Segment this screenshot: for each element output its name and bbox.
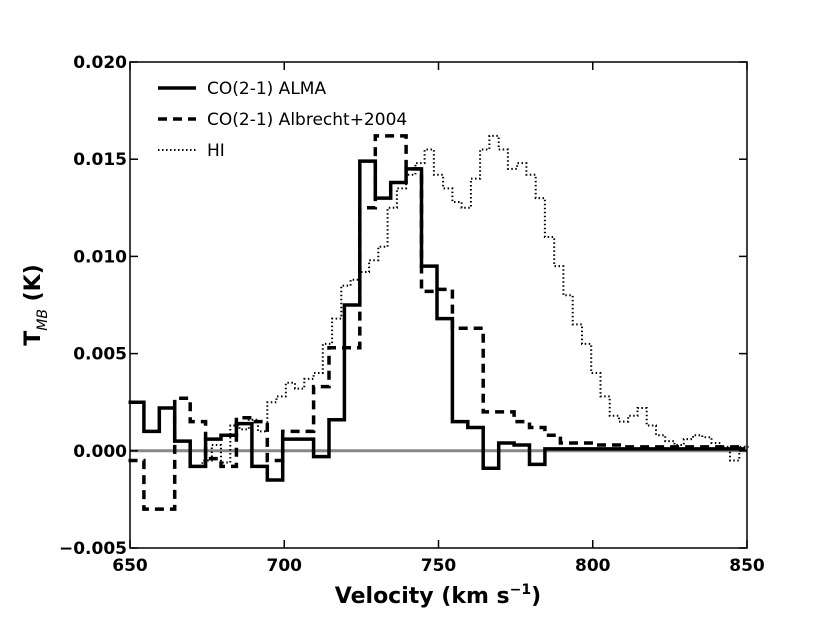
y-tick-label: 0.015 [73,150,127,170]
tick-layer: 650 700 750 800 850 −0.005 0.000 0.005 0.010 0.01… [59,53,765,576]
x-axis-label-main: Velocity (km s [335,584,510,609]
y-axis-label-main: T [21,331,46,346]
series-line-hi [193,134,749,468]
series-line-co-2-1-albrecht-2004 [128,134,746,511]
y-tick-label: 0.005 [73,345,127,365]
x-axis-label: Velocity (km s−1) [335,582,541,609]
x-tick-label: 850 [729,556,765,576]
legend: CO(2-1) ALMA CO(2-1) Albrecht+2004 HI [158,79,407,161]
series-line-co-2-1-alma [128,159,746,482]
x-tick-label: 800 [575,556,611,576]
y-tick-label: 0.000 [73,442,127,462]
y-axis-label-subscript: MB [35,309,51,331]
series-layer [128,134,749,511]
legend-label-alma: CO(2-1) ALMA [207,79,326,99]
legend-label-hi: HI [207,141,225,161]
plot-area: 650 700 750 800 850 −0.005 0.000 0.005 0.010 0.01… [59,53,765,576]
y-tick-label: 0.020 [73,53,127,73]
y-tick-label: 0.010 [73,247,127,267]
x-tick-label: 700 [267,556,303,576]
legend-label-albrecht: CO(2-1) Albrecht+2004 [207,110,407,130]
x-tick-label: 650 [112,556,148,576]
x-tick-label: 750 [421,556,457,576]
y-axis-label-tail: (K) [21,264,46,309]
y-axis-label: TMB (K) [21,264,51,346]
x-axis-label-superscript: −1 [510,582,531,598]
y-tick-label: −0.005 [59,539,127,559]
x-axis-label-tail: ) [531,584,541,609]
